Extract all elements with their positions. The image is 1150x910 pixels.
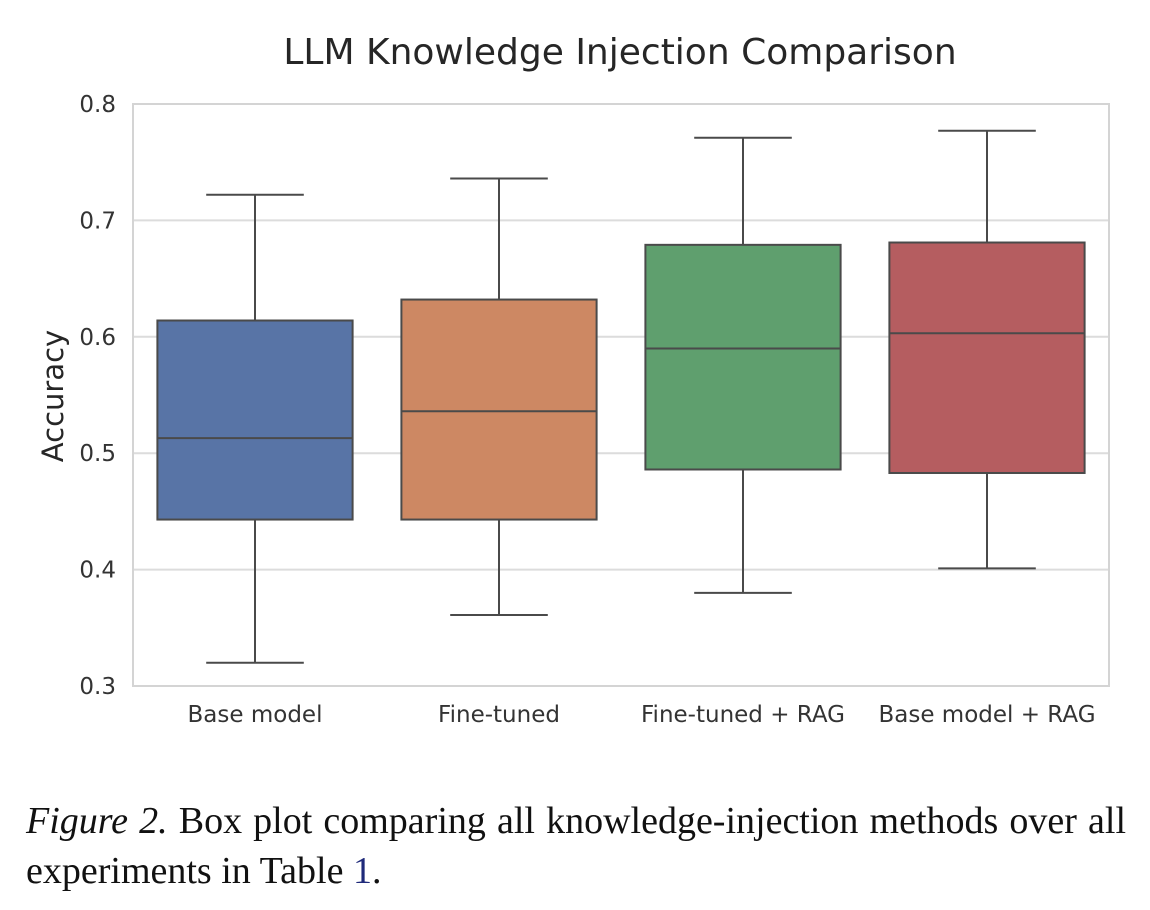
plot-frame — [132, 103, 1110, 687]
box-plot-chart: LLM Knowledge Injection Comparison Accur… — [36, 32, 1110, 728]
caption-label: Figure 2. — [26, 800, 168, 842]
x-tick-label: Base model — [188, 702, 323, 728]
y-tick-label: 0.5 — [79, 441, 116, 467]
box-fine-tuned — [400, 298, 598, 521]
box-base-model — [156, 319, 354, 521]
y-tick-label: 0.4 — [79, 558, 116, 584]
box-base-model-rag — [888, 241, 1086, 474]
y-tick-label: 0.6 — [79, 325, 116, 351]
box-plot-figure: LLM Knowledge Injection Comparison Accur… — [26, 32, 1126, 892]
x-tick-label: Fine-tuned + RAG — [641, 702, 845, 728]
box-fine-tuned-rag — [644, 243, 842, 471]
table-reference-link[interactable]: 1 — [352, 850, 372, 892]
figure-caption: Figure 2. Box plot comparing all knowled… — [26, 796, 1126, 896]
x-tick-label: Base model + RAG — [878, 702, 1095, 728]
caption-text: Box plot comparing all knowledge-injecti… — [26, 800, 1126, 892]
chart-title: LLM Knowledge Injection Comparison — [283, 32, 956, 73]
y-axis-label: Accuracy — [36, 330, 70, 462]
y-tick-label: 0.3 — [79, 674, 116, 700]
caption-end: . — [371, 850, 382, 892]
y-tick-label: 0.7 — [79, 208, 116, 234]
x-tick-label: Fine-tuned — [438, 702, 560, 728]
y-tick-label: 0.8 — [79, 92, 116, 118]
